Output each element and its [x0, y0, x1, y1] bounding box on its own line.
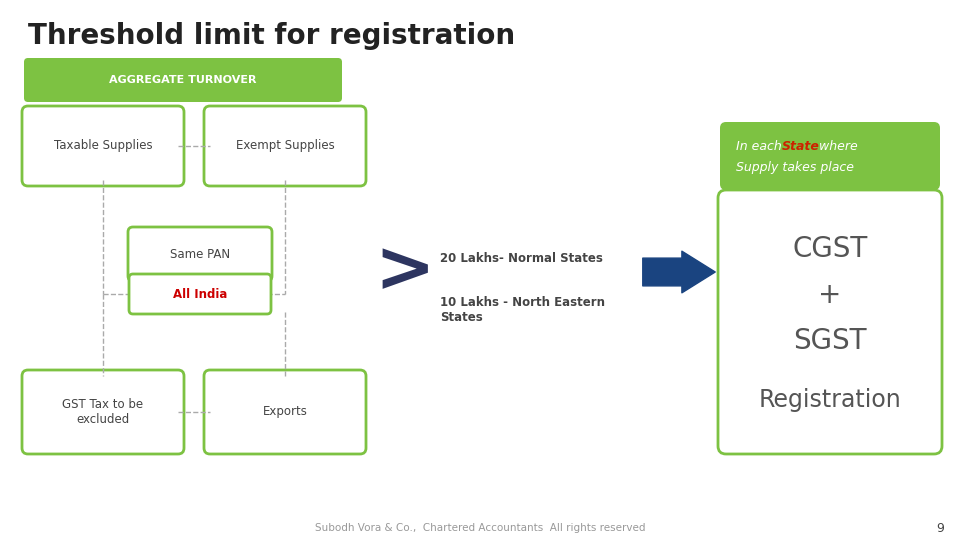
Text: State: State — [782, 140, 820, 153]
FancyBboxPatch shape — [24, 58, 342, 102]
FancyBboxPatch shape — [22, 370, 184, 454]
Text: Supply takes place: Supply takes place — [736, 160, 854, 173]
Text: Exports: Exports — [263, 406, 307, 419]
Text: Registration: Registration — [758, 388, 901, 412]
Text: CGST
+
SGST: CGST + SGST — [792, 235, 868, 355]
FancyBboxPatch shape — [204, 106, 366, 186]
Text: Taxable Supplies: Taxable Supplies — [54, 139, 153, 152]
Text: Subodh Vora & Co.,  Chartered Accountants  All rights reserved: Subodh Vora & Co., Chartered Accountants… — [315, 523, 645, 533]
FancyBboxPatch shape — [718, 190, 942, 454]
Text: Threshold limit for registration: Threshold limit for registration — [28, 22, 516, 50]
FancyBboxPatch shape — [204, 370, 366, 454]
Text: Same PAN: Same PAN — [170, 247, 230, 260]
Text: GST Tax to be
excluded: GST Tax to be excluded — [62, 398, 144, 426]
Text: >: > — [374, 238, 435, 307]
Text: 10 Lakhs - North Eastern
States: 10 Lakhs - North Eastern States — [440, 296, 605, 324]
Text: Exempt Supplies: Exempt Supplies — [235, 139, 334, 152]
Text: where: where — [815, 140, 857, 153]
FancyBboxPatch shape — [129, 274, 271, 314]
FancyArrowPatch shape — [643, 251, 715, 293]
Text: 20 Lakhs- Normal States: 20 Lakhs- Normal States — [440, 252, 603, 265]
Text: All India: All India — [173, 287, 228, 300]
Text: In each: In each — [736, 140, 785, 153]
FancyBboxPatch shape — [22, 106, 184, 186]
FancyBboxPatch shape — [720, 122, 940, 190]
FancyBboxPatch shape — [128, 227, 272, 281]
Text: 9: 9 — [936, 522, 944, 535]
Text: AGGREGATE TURNOVER: AGGREGATE TURNOVER — [109, 75, 256, 85]
